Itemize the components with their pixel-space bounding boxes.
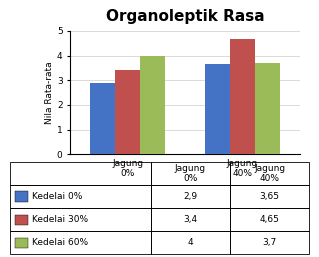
Bar — [10, 185, 151, 208]
Text: Jagung
0%: Jagung 0% — [175, 164, 206, 183]
Bar — [151, 231, 230, 254]
Bar — [10, 208, 151, 231]
Bar — [151, 185, 230, 208]
Text: Kedelai 60%: Kedelai 60% — [32, 238, 88, 247]
Bar — [115, 70, 140, 154]
Text: Jagung
40%: Jagung 40% — [254, 164, 285, 183]
Bar — [151, 208, 230, 231]
Text: 3,4: 3,4 — [183, 215, 197, 224]
Bar — [230, 208, 309, 231]
Bar — [230, 185, 309, 208]
Bar — [230, 231, 309, 254]
Text: 3,65: 3,65 — [260, 192, 280, 201]
Text: 2,9: 2,9 — [183, 192, 197, 201]
Bar — [151, 162, 230, 185]
Bar — [15, 238, 28, 248]
Bar — [255, 63, 280, 154]
Bar — [140, 56, 166, 154]
Y-axis label: Nila Rata-rata: Nila Rata-rata — [45, 61, 54, 124]
Bar — [230, 162, 309, 185]
Bar — [15, 191, 28, 202]
Text: Kedelai 0%: Kedelai 0% — [32, 192, 83, 201]
Text: 3,7: 3,7 — [263, 238, 277, 247]
Bar — [15, 215, 28, 225]
Text: 4: 4 — [188, 238, 193, 247]
Bar — [204, 64, 230, 154]
Bar — [230, 40, 255, 154]
Text: Kedelai 30%: Kedelai 30% — [32, 215, 88, 224]
Bar — [90, 83, 115, 154]
Bar — [10, 231, 151, 254]
Text: 4,65: 4,65 — [260, 215, 280, 224]
Bar — [10, 162, 151, 185]
Text: Organoleptik Rasa: Organoleptik Rasa — [106, 9, 264, 24]
